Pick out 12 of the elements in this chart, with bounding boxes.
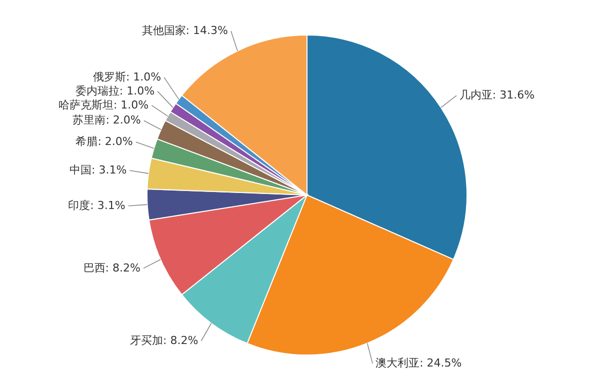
slice-label: 澳大利亚: 24.5% <box>376 356 462 370</box>
slice-label: 几内亚: 31.6% <box>459 88 535 102</box>
slice-label: 委内瑞拉: 1.0% <box>75 84 155 98</box>
slice-label: 苏里南: 2.0% <box>72 114 141 127</box>
slice-label: 巴西: 8.2% <box>83 261 140 274</box>
slice-label: 中国: 3.1% <box>70 163 127 176</box>
slice-label: 牙买加: 8.2% <box>130 334 198 347</box>
slice-label: 印度: 3.1% <box>68 198 126 212</box>
slice-label: 俄罗斯: 1.0% <box>92 70 162 84</box>
slice-label: 哈萨克斯坦: 1.0% <box>58 98 149 112</box>
slice-label: 其他国家: 14.3% <box>142 24 228 38</box>
slice-label: 希腊: 2.0% <box>76 135 133 148</box>
